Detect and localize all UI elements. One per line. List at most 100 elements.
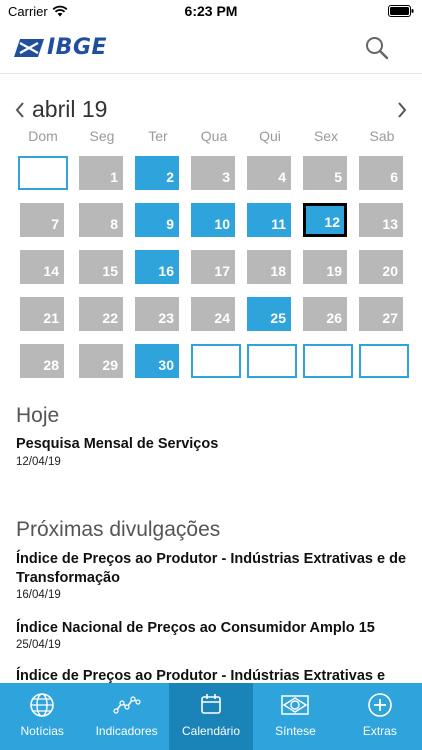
calendar-day-19[interactable]: 19 (303, 250, 347, 284)
calendar-day-18[interactable]: 18 (247, 250, 291, 284)
today-item-title[interactable]: Pesquisa Mensal de Serviços (16, 436, 219, 452)
calendar-day-8[interactable]: 8 (79, 203, 123, 237)
day-number: 1 (110, 169, 118, 185)
day-number: 2 (166, 169, 174, 185)
upcoming-item-title[interactable]: Índice de Preços ao Produtor - Indústria… (16, 668, 386, 684)
calendar-empty-cell (247, 344, 297, 378)
calendar-day-28[interactable]: 28 (20, 344, 64, 378)
upcoming-item-date: 16/04/19 (16, 589, 61, 601)
upcoming-item-date: 25/04/19 (16, 639, 61, 651)
day-number: 25 (270, 310, 286, 326)
calendar-day-9[interactable]: 9 (135, 203, 179, 237)
weekday-label: Sex (313, 128, 339, 144)
day-number: 14 (43, 263, 59, 279)
plus-circle-icon (368, 693, 392, 717)
calendar-empty-cell (18, 156, 68, 190)
calendar-day-24[interactable]: 24 (191, 297, 235, 331)
calendar-day-23[interactable]: 23 (135, 297, 179, 331)
tab-sintese[interactable]: Síntese (253, 683, 337, 750)
weekday-label: Sab (369, 128, 395, 144)
day-number: 7 (51, 216, 59, 232)
calendar-day-13[interactable]: 13 (359, 203, 403, 237)
search-icon[interactable] (364, 35, 390, 61)
upcoming-item-title[interactable]: Índice de Preços ao Produtor - Indústria… (16, 551, 407, 586)
weekday-label: Qua (200, 128, 228, 144)
day-number: 6 (390, 169, 398, 185)
carrier-label: Carrier (8, 4, 48, 19)
tab-label: Síntese (275, 724, 316, 738)
day-number: 20 (382, 263, 398, 279)
tab-label: Indicadores (95, 724, 158, 738)
calendar-day-29[interactable]: 29 (79, 344, 123, 378)
calendar-day-17[interactable]: 17 (191, 250, 235, 284)
day-number: 15 (102, 263, 118, 279)
brazil-flag-icon (281, 695, 310, 715)
weekday-label: Dom (28, 128, 58, 144)
app-header: IBGE (0, 24, 422, 74)
calendar-day-22[interactable]: 22 (79, 297, 123, 331)
calendar-day-4[interactable]: 4 (247, 156, 291, 190)
calendar-day-15[interactable]: 15 (79, 250, 123, 284)
upcoming-section-title: Próximas divulgações (16, 518, 221, 541)
calendar-empty-cell (191, 344, 241, 378)
line-chart-icon (113, 696, 141, 714)
weekday-label: Seg (89, 128, 115, 144)
day-number: 24 (214, 310, 230, 326)
logo-text: IBGE (47, 35, 108, 60)
calendar-day-14[interactable]: 14 (20, 250, 64, 284)
status-bar: Carrier 6:23 PM (0, 0, 422, 24)
day-number: 13 (382, 216, 398, 232)
calendar-day-20[interactable]: 20 (359, 250, 403, 284)
day-number: 16 (158, 263, 174, 279)
day-number: 18 (270, 263, 286, 279)
upcoming-item-title[interactable]: Índice Nacional de Preços ao Consumidor … (16, 620, 375, 636)
day-number: 12 (324, 214, 340, 230)
tab-noticias[interactable]: Notícias (0, 683, 84, 750)
day-number: 29 (102, 357, 118, 373)
calendar-day-7[interactable]: 7 (20, 203, 64, 237)
weekday-label: Qui (259, 128, 281, 144)
status-time: 6:23 PM (184, 3, 238, 19)
calendar-day-27[interactable]: 27 (359, 297, 403, 331)
tab-label: Extras (362, 724, 397, 738)
ibge-logo: IBGE (14, 35, 107, 60)
calendar-day-2[interactable]: 2 (135, 156, 179, 190)
tab-calendario[interactable]: Calendário (168, 683, 254, 750)
calendar-day-6[interactable]: 6 (359, 156, 403, 190)
day-number: 30 (158, 357, 174, 373)
calendar-day-16[interactable]: 16 (135, 250, 179, 284)
calendar-day-11[interactable]: 11 (247, 203, 291, 237)
day-number: 10 (214, 216, 230, 232)
tab-extras[interactable]: Extras (338, 683, 422, 750)
calendar-empty-cell (359, 344, 409, 378)
battery-icon (388, 5, 414, 17)
day-number: 19 (326, 263, 342, 279)
day-number: 11 (271, 216, 286, 232)
tab-indicadores[interactable]: Indicadores (84, 683, 168, 750)
tab-label: Notícias (20, 724, 64, 738)
calendar-day-5[interactable]: 5 (303, 156, 347, 190)
chevron-right-icon[interactable] (396, 100, 408, 120)
wifi-icon (52, 5, 68, 17)
calendar-day-1[interactable]: 1 (79, 156, 123, 190)
tab-bar: Notícias Indicadores Calendário Síntese (0, 683, 422, 750)
day-number: 17 (214, 263, 230, 279)
day-number: 22 (102, 310, 118, 326)
calendar-icon (201, 694, 221, 714)
calendar-day-21[interactable]: 21 (20, 297, 64, 331)
calendar-day-12[interactable]: 12 (303, 203, 347, 237)
tab-label: Calendário (181, 724, 241, 738)
chevron-left-icon[interactable] (14, 100, 26, 120)
day-number: 9 (166, 216, 174, 232)
calendar-empty-cell (303, 344, 353, 378)
today-section-title: Hoje (16, 404, 60, 427)
calendar-day-25[interactable]: 25 (247, 297, 291, 331)
month-title: abril 19 (32, 96, 108, 122)
day-number: 23 (158, 310, 174, 326)
calendar-day-30[interactable]: 30 (135, 344, 179, 378)
globe-icon (30, 693, 55, 717)
calendar-day-3[interactable]: 3 (191, 156, 235, 190)
calendar-day-26[interactable]: 26 (303, 297, 347, 331)
month-navigation: abril 19 (0, 96, 422, 124)
calendar-day-10[interactable]: 10 (191, 203, 235, 237)
